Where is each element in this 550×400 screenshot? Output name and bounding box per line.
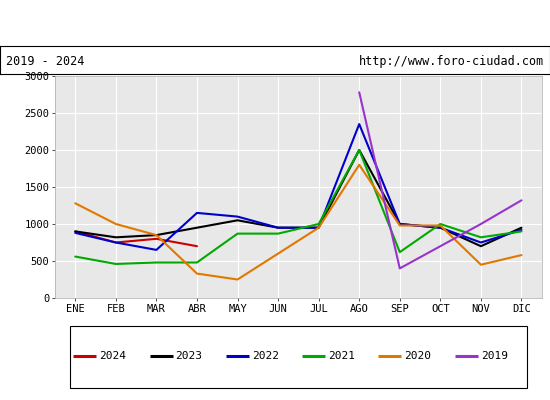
Text: 2021: 2021: [328, 351, 355, 361]
Text: http://www.foro-ciudad.com: http://www.foro-ciudad.com: [359, 55, 544, 68]
Text: Evolucion Nº Turistas Nacionales en el municipio de Gor: Evolucion Nº Turistas Nacionales en el m…: [70, 16, 480, 30]
Text: 2019 - 2024: 2019 - 2024: [6, 55, 84, 68]
Text: 2023: 2023: [175, 351, 202, 361]
Bar: [70, 326, 527, 388]
Text: 2024: 2024: [100, 351, 126, 361]
Text: 2019: 2019: [481, 351, 508, 361]
Text: 2022: 2022: [252, 351, 279, 361]
Text: 2020: 2020: [404, 351, 431, 361]
